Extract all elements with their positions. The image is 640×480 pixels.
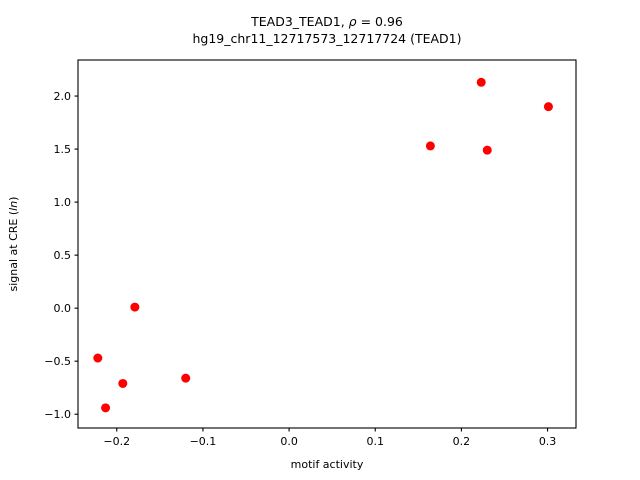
x-tick-label: −0.2 [103, 435, 130, 448]
plot-title-pair: TEAD3_TEAD1, [250, 14, 349, 29]
data-point [482, 145, 492, 155]
y-axis-ticks: −1.0 −0.5 0.0 0.5 1.0 1.5 2.0 [44, 90, 78, 421]
y-tick-label: 1.5 [54, 143, 72, 156]
y-tick-label: 1.0 [54, 196, 72, 209]
y-axis-label-close: ) [7, 197, 20, 201]
axes-frame [77, 59, 577, 429]
rho-glyph: ρ [349, 14, 357, 29]
x-tick-label: 0.1 [366, 435, 384, 448]
data-point [543, 102, 553, 112]
x-tick-label: 0.0 [280, 435, 298, 448]
data-point [476, 77, 486, 87]
data-point [181, 373, 191, 383]
y-tick-label: −1.0 [44, 408, 71, 421]
data-point [425, 141, 435, 151]
x-tick-label: −0.1 [190, 435, 217, 448]
rho-value: = 0.96 [357, 14, 403, 29]
y-axis-label-main: signal at CRE ( [7, 211, 20, 292]
x-tick-label: 0.2 [453, 435, 471, 448]
x-tick-label: 0.3 [539, 435, 557, 448]
y-axis-label-ln: ln [7, 201, 20, 211]
data-point [118, 378, 128, 388]
data-point [93, 353, 103, 363]
y-tick-label: −0.5 [44, 355, 71, 368]
x-axis-label: motif activity [291, 458, 364, 471]
plot-title-line1: TEAD3_TEAD1, ρ = 0.96 [250, 14, 403, 29]
data-point [130, 302, 140, 312]
y-tick-label: 0.5 [54, 249, 72, 262]
y-tick-label: 0.0 [54, 302, 72, 315]
y-axis-label: signal at CRE (ln) [7, 197, 20, 292]
x-axis-ticks: −0.2 −0.1 0.0 0.1 0.2 0.3 [103, 428, 556, 448]
data-points-layer [93, 77, 553, 413]
y-tick-label: 2.0 [54, 90, 72, 103]
data-point [101, 403, 111, 413]
plot-title-line2: hg19_chr11_12717573_12717724 (TEAD1) [193, 31, 462, 46]
